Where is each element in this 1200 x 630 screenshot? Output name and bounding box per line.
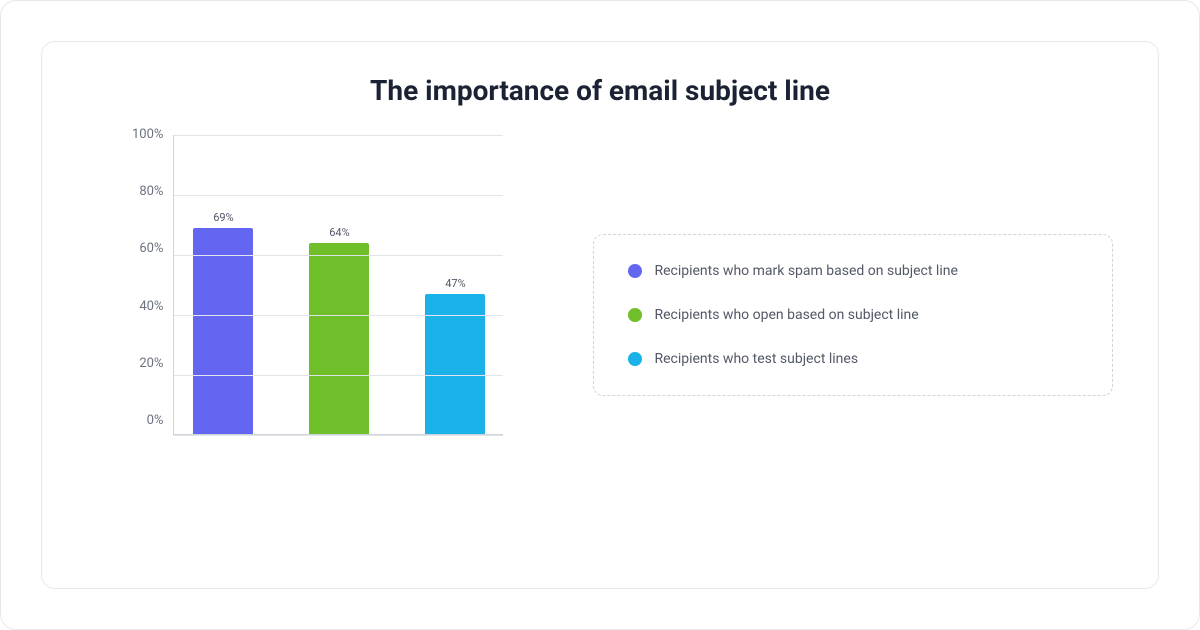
bar — [193, 228, 253, 435]
y-axis-line — [173, 135, 174, 435]
legend-swatch — [628, 264, 642, 278]
gridline — [173, 255, 503, 256]
gridline — [173, 375, 503, 376]
y-axis: 100% 80% 60% 40% 20% 0% — [132, 128, 173, 428]
bar — [309, 243, 369, 435]
bar-value-label: 64% — [329, 226, 349, 239]
page-frame: The importance of email subject line 100… — [0, 0, 1200, 630]
chart-title: The importance of email subject line — [82, 74, 1118, 107]
gridline — [173, 315, 503, 316]
plot-area: 69% 64% 47% — [173, 135, 503, 435]
legend-label: Recipients who open based on subject lin… — [654, 307, 918, 323]
y-tick-label: 100% — [132, 128, 163, 142]
bar-group: 47% — [425, 277, 485, 435]
bar-value-label: 69% — [213, 211, 233, 224]
bar-group: 64% — [309, 226, 369, 435]
y-tick-label: 60% — [139, 242, 163, 256]
bar-group: 69% — [193, 211, 253, 435]
legend: Recipients who mark spam based on subjec… — [593, 234, 1113, 396]
legend-label: Recipients who test subject lines — [654, 351, 858, 367]
legend-item: Recipients who open based on subject lin… — [628, 307, 1078, 323]
gridline — [173, 435, 503, 436]
gridline — [173, 135, 503, 136]
legend-swatch — [628, 352, 642, 366]
chart-card: The importance of email subject line 100… — [41, 41, 1159, 589]
bars-container: 69% 64% 47% — [173, 135, 503, 435]
legend-item: Recipients who mark spam based on subjec… — [628, 263, 1078, 279]
y-tick-label: 20% — [139, 357, 163, 371]
legend-item: Recipients who test subject lines — [628, 351, 1078, 367]
legend-swatch — [628, 308, 642, 322]
y-tick-label: 80% — [139, 185, 163, 199]
y-tick-label: 0% — [147, 414, 164, 428]
legend-label: Recipients who mark spam based on subjec… — [654, 263, 957, 279]
chart-content: 100%80%60%40%20%0% 69%64%47% Recipients … — [82, 135, 1118, 495]
bar-chart: 100%80%60%40%20%0% 69%64%47% — [132, 135, 503, 495]
bar-value-label: 47% — [445, 277, 465, 290]
y-tick-label: 40% — [139, 300, 163, 314]
gridline — [173, 195, 503, 196]
x-axis — [173, 434, 503, 435]
